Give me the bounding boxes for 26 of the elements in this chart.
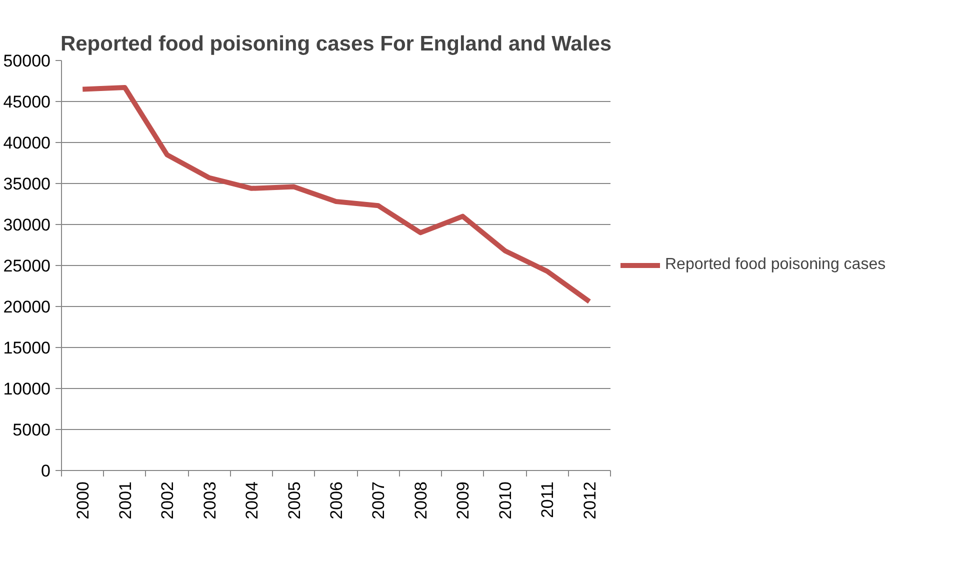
x-tick-label: 2002 bbox=[158, 481, 178, 520]
y-tick-label: 15000 bbox=[3, 338, 51, 358]
x-tick-label: 2011 bbox=[538, 481, 558, 518]
x-tick-label: 2012 bbox=[580, 481, 600, 520]
x-tick-label: 2007 bbox=[369, 481, 388, 520]
legend-label: Reported food poisoning cases bbox=[665, 256, 886, 274]
x-tick-label: 2000 bbox=[74, 481, 93, 520]
x-tick-label: 2004 bbox=[242, 481, 262, 520]
x-tick-label: 2010 bbox=[496, 481, 515, 520]
x-tick-label: 2005 bbox=[284, 481, 304, 520]
y-tick-label: 10000 bbox=[3, 380, 51, 398]
x-tick-label: 2009 bbox=[454, 481, 473, 520]
y-tick-label: 25000 bbox=[3, 256, 51, 276]
y-tick-label: 30000 bbox=[3, 216, 51, 234]
y-tick-label: 5000 bbox=[12, 420, 51, 440]
x-tick-label: 2001 bbox=[116, 481, 135, 520]
y-tick-label: 45000 bbox=[3, 92, 51, 112]
y-tick-label: 35000 bbox=[3, 174, 51, 194]
y-tick-label: 0 bbox=[41, 462, 51, 480]
x-tick-label: 2008 bbox=[411, 481, 430, 520]
x-tick-label: 2006 bbox=[327, 481, 346, 520]
x-tick-label: 2003 bbox=[200, 481, 220, 520]
y-tick-label: 20000 bbox=[3, 298, 51, 316]
chart-title: Reported food poisoning cases For England and Wales bbox=[60, 32, 612, 56]
y-tick-label: 40000 bbox=[3, 134, 51, 152]
y-tick-label: 50000 bbox=[3, 52, 51, 70]
